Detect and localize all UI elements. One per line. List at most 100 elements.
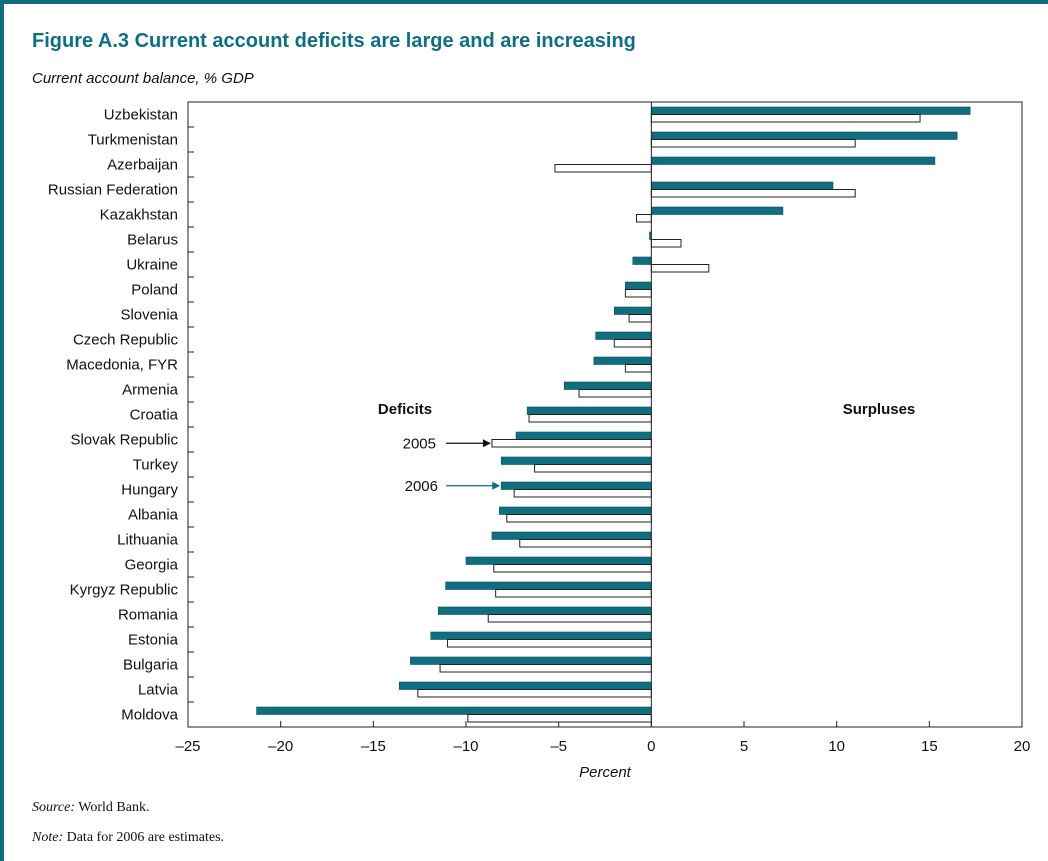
x-axis-label: Percent xyxy=(579,764,632,781)
x-tick-label: 0 xyxy=(647,738,655,755)
bar-2006 xyxy=(613,306,652,315)
bar-2005 xyxy=(628,314,652,323)
bar-2006 xyxy=(651,106,971,115)
bar-2006 xyxy=(500,456,652,465)
category-label: Hungary xyxy=(121,482,178,499)
source-label: Source: xyxy=(32,800,76,815)
note-line: Note: Data for 2006 are estimates. xyxy=(32,830,224,846)
annotation-surpluses: Surpluses xyxy=(843,401,916,418)
bar-2005 xyxy=(495,589,652,598)
bar-2005 xyxy=(534,464,652,473)
category-label: Estonia xyxy=(128,632,179,649)
bar-2006 xyxy=(398,681,652,690)
category-label: Romania xyxy=(118,607,179,624)
x-tick-label: –20 xyxy=(268,738,293,755)
bar-2006 xyxy=(632,256,652,265)
category-label: Czech Republic xyxy=(73,332,179,349)
category-label: Slovenia xyxy=(120,307,178,324)
bar-2006 xyxy=(651,181,834,190)
label-2006: 2006 xyxy=(405,478,438,495)
bar-2006 xyxy=(595,331,652,340)
bar-2006 xyxy=(437,606,652,615)
bar-2006 xyxy=(625,281,652,290)
category-label: Croatia xyxy=(130,407,179,424)
bar-2006 xyxy=(445,581,652,590)
bar-2005 xyxy=(650,189,856,198)
category-label: Russian Federation xyxy=(48,182,178,199)
category-label: Macedonia, FYR xyxy=(66,357,178,374)
label-2005: 2005 xyxy=(403,435,436,452)
category-label: Albania xyxy=(128,507,179,524)
note-label: Note: xyxy=(32,830,64,845)
bar-2006 xyxy=(593,356,652,365)
bar-2005 xyxy=(650,264,710,273)
category-label: Georgia xyxy=(125,557,179,574)
plot-area xyxy=(187,101,1023,728)
x-tick-label: –5 xyxy=(550,738,567,755)
bar-2006 xyxy=(256,706,652,715)
arrow-2006-head xyxy=(492,481,501,490)
bar-2006 xyxy=(563,381,652,390)
bar-2006 xyxy=(651,131,958,140)
bar-2005 xyxy=(439,664,652,673)
bar-2005 xyxy=(519,539,652,548)
x-tick-label: 15 xyxy=(921,738,938,755)
source-line: Source: World Bank. xyxy=(32,800,149,816)
bar-2006 xyxy=(651,206,784,215)
category-label: Belarus xyxy=(127,232,178,249)
x-tick-label: –25 xyxy=(175,738,200,755)
category-label: Turkmenistan xyxy=(88,132,178,149)
bar-2005 xyxy=(624,364,652,373)
category-label: Uzbekistan xyxy=(104,107,178,124)
bar-2005 xyxy=(493,564,652,573)
bar-2006 xyxy=(499,506,652,515)
category-label: Slovak Republic xyxy=(70,432,178,449)
category-label: Bulgaria xyxy=(123,657,179,674)
bar-2005 xyxy=(578,389,652,398)
bar-2006 xyxy=(651,156,936,165)
bar-2005 xyxy=(613,339,652,348)
bar-2005 xyxy=(513,489,652,498)
figure-title: Figure A.3 Current account deficits are … xyxy=(32,30,636,52)
bar-2005 xyxy=(506,514,652,523)
bar-2005 xyxy=(636,214,652,223)
category-label: Moldova xyxy=(121,707,178,724)
x-tick-label: –10 xyxy=(453,738,478,755)
x-tick-label: –15 xyxy=(361,738,386,755)
bar-2006 xyxy=(430,631,652,640)
category-label: Kazakhstan xyxy=(100,207,178,224)
category-label: Lithuania xyxy=(117,532,179,549)
bar-2005 xyxy=(650,239,682,248)
bar-2005 xyxy=(554,164,652,173)
bar-2005 xyxy=(650,114,921,123)
category-label: Ukraine xyxy=(126,257,178,274)
category-label: Armenia xyxy=(122,382,179,399)
bar-2005 xyxy=(624,289,652,298)
category-label: Kyrgyz Republic xyxy=(70,582,179,599)
category-label: Turkey xyxy=(133,457,179,474)
bar-2006 xyxy=(465,556,652,565)
annotation-deficits: Deficits xyxy=(378,401,432,418)
source-text: World Bank. xyxy=(75,800,150,815)
category-label: Azerbaijan xyxy=(107,157,178,174)
bar-2006 xyxy=(410,656,652,665)
bar-2006 xyxy=(515,431,652,440)
bar-2005 xyxy=(446,639,652,648)
x-tick-label: 5 xyxy=(740,738,748,755)
bar-2005 xyxy=(650,139,856,148)
bar-2005 xyxy=(491,439,652,448)
x-tick-label: 20 xyxy=(1014,738,1031,755)
bar-2006 xyxy=(491,531,652,540)
bar-2006 xyxy=(526,406,652,415)
note-text: Data for 2006 are estimates. xyxy=(63,830,225,845)
bar-2006 xyxy=(500,481,652,490)
bar-2005 xyxy=(528,414,652,423)
figure-subtitle: Current account balance, % GDP xyxy=(32,70,254,87)
category-label: Poland xyxy=(131,282,178,299)
arrow-2005-head xyxy=(482,439,491,448)
bar-2005 xyxy=(487,614,652,623)
bar-2005 xyxy=(417,689,652,698)
category-label: Latvia xyxy=(138,682,179,699)
